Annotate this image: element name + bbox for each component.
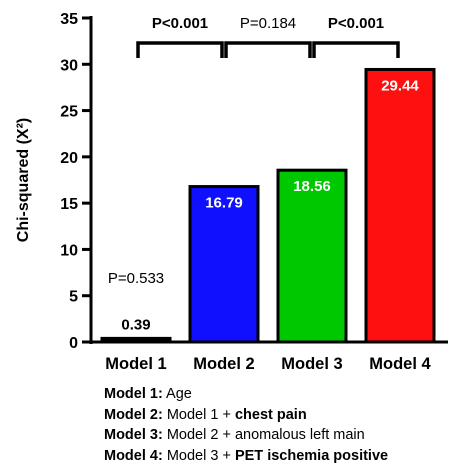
- legend-bold-text: PET ischemia positive: [234, 447, 389, 464]
- model-legend: Model 1: Age Model 2: Model 1 + chest pa…: [104, 384, 388, 466]
- p-value-label: P=0.184: [240, 15, 296, 32]
- p-value-label: P=0.533: [108, 270, 164, 287]
- bar: [188, 185, 260, 344]
- y-tick-label: 0: [69, 335, 78, 352]
- legend-text: Model 1 +: [166, 406, 235, 423]
- legend-key: Model 2:: [104, 406, 163, 423]
- y-tick-label: 5: [69, 289, 78, 306]
- legend-row-model-4: Model 4: Model 3 + PET ischemia positive: [104, 446, 388, 467]
- data-label: 18.56: [293, 178, 331, 195]
- data-label: 29.44: [381, 77, 419, 94]
- bar: [276, 168, 348, 344]
- x-tick-label: Model 3: [281, 355, 342, 373]
- legend-text: Model 3 +: [166, 447, 235, 464]
- data-label: 16.79: [205, 195, 243, 212]
- legend-text: Model 2 + anomalous left main: [166, 427, 365, 443]
- bar: [100, 336, 172, 344]
- y-tick-label: 20: [60, 150, 78, 167]
- x-tick-label: Model 4: [369, 355, 431, 373]
- bar-chart: 0 5 10 15 20 25 30 35 Chi-squared (X²) Model 1 Mod…: [15, 11, 448, 373]
- x-tick-label: Model 1: [105, 355, 166, 373]
- p-value-label: P<0.001: [152, 15, 208, 32]
- legend-key: Model 4:: [104, 447, 163, 464]
- y-axis-title: Chi-squared (X²): [15, 118, 32, 242]
- legend-bold-text: chest pain: [234, 406, 307, 423]
- legend-key: Model 3:: [104, 427, 163, 443]
- x-tick-label: Model 2: [193, 355, 254, 373]
- y-tick-label: 35: [60, 11, 78, 28]
- bar: [364, 67, 436, 344]
- legend-key: Model 1:: [104, 386, 163, 402]
- significance-bracket: [312, 41, 400, 58]
- legend-row-model-3: Model 3: Model 2 + anomalous left main: [104, 425, 388, 446]
- p-value-label: P<0.001: [328, 15, 384, 32]
- data-label: 0.39: [121, 316, 150, 333]
- legend-row-model-1: Model 1: Age: [104, 384, 388, 405]
- y-tick-label: 10: [60, 242, 78, 259]
- y-tick-label: 15: [60, 196, 78, 213]
- significance-bracket: [224, 41, 312, 58]
- legend-text: Age: [166, 386, 192, 402]
- significance-bracket: [136, 41, 224, 58]
- annotations: P=0.533 P<0.001 P=0.184 P<0.001: [108, 15, 400, 287]
- y-tick-label: 25: [60, 104, 78, 121]
- legend-row-model-2: Model 2: Model 1 + chest pain: [104, 405, 388, 426]
- y-tick-label: 30: [60, 57, 78, 74]
- axes: 0 5 10 15 20 25 30 35 Chi-squared (X²) Model 1 Mod…: [15, 11, 448, 373]
- bars: 0.39 16.79 18.56 29.44: [100, 67, 436, 344]
